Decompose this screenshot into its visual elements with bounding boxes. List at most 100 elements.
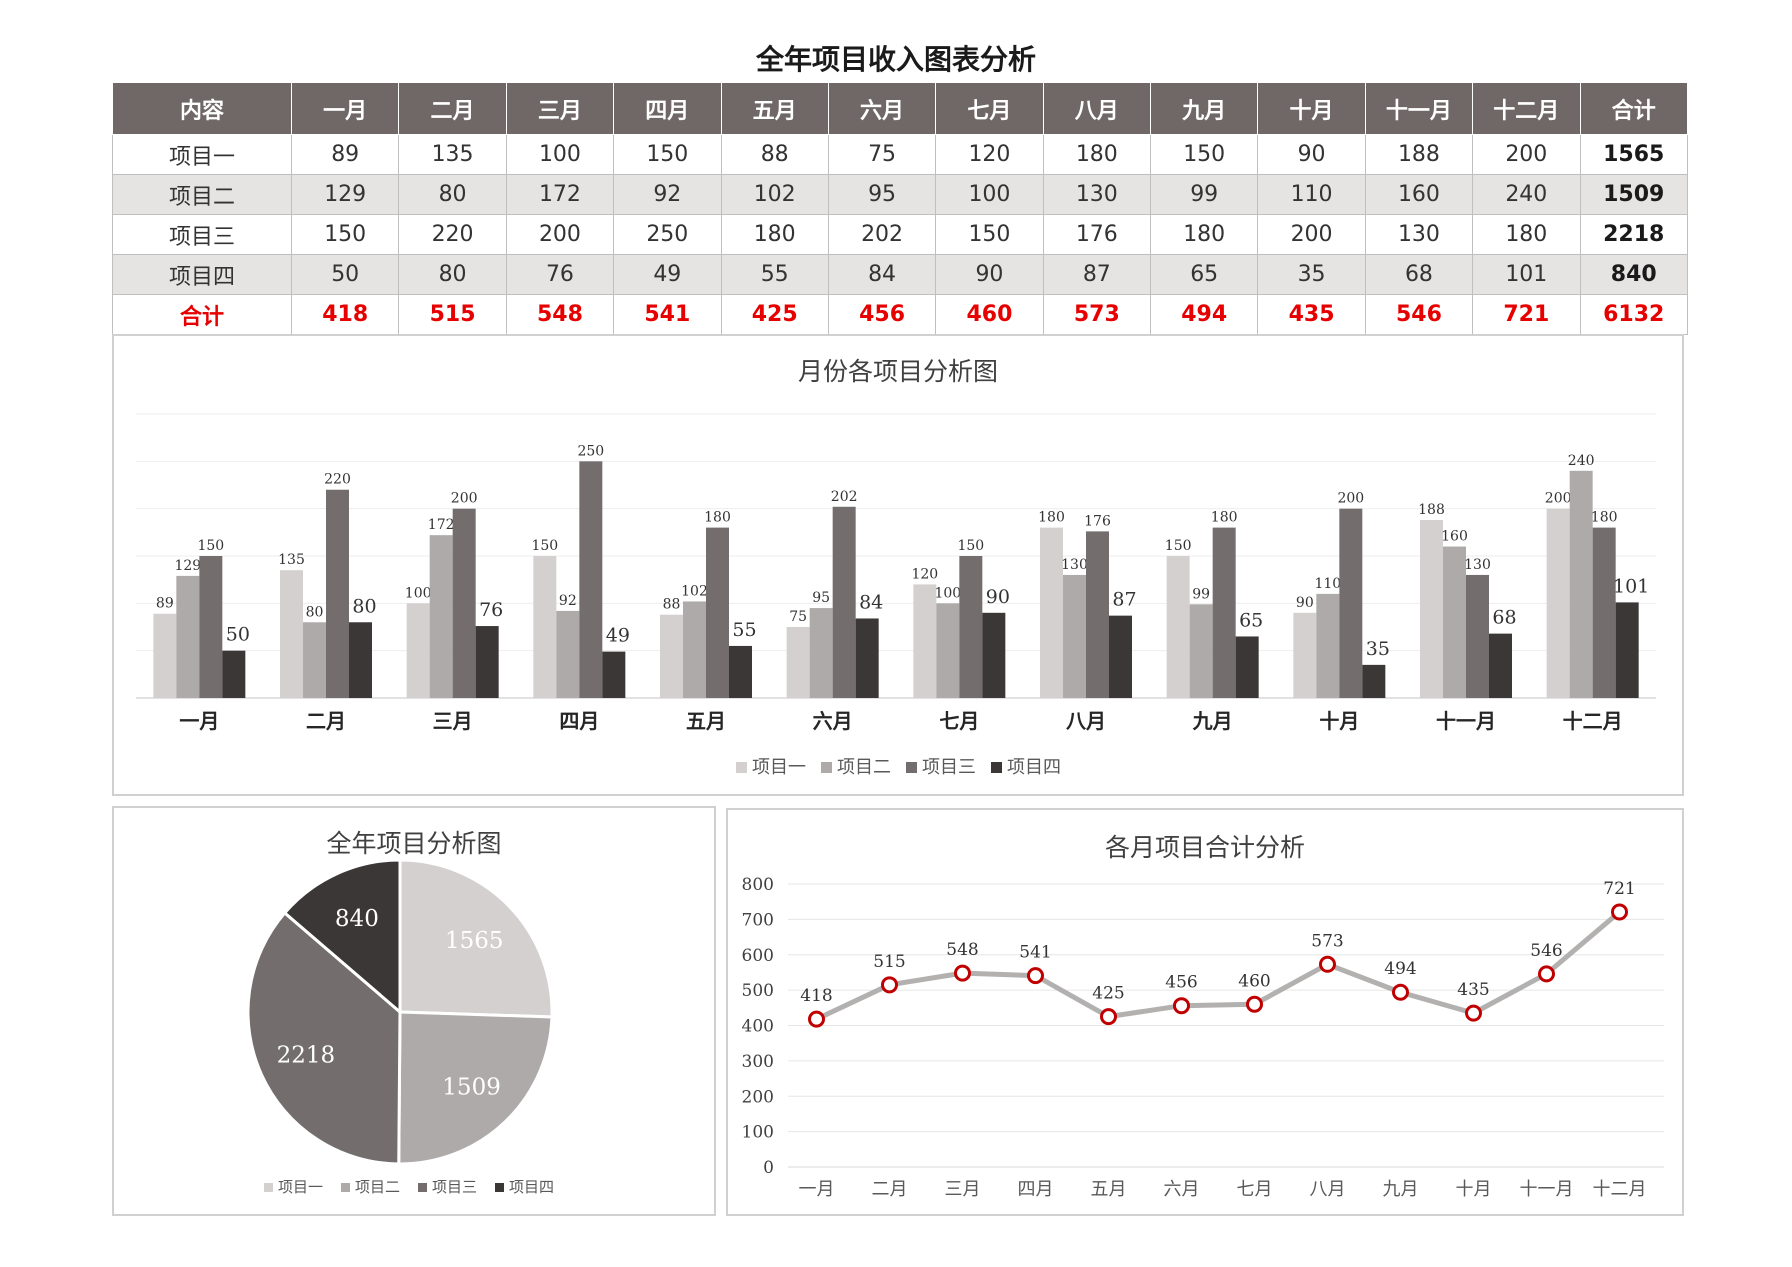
y-tick-label: 800 xyxy=(742,875,774,895)
table-cell: 546 xyxy=(1364,294,1474,335)
bar-data-label: 150 xyxy=(957,538,984,554)
y-tick-label: 0 xyxy=(763,1158,774,1178)
bar-data-label: 240 xyxy=(1568,453,1595,469)
bar xyxy=(1109,615,1132,698)
table-cell: 65 xyxy=(1149,254,1259,295)
x-tick-label: 九月 xyxy=(1192,709,1233,733)
table-cell: 180 xyxy=(1472,214,1581,255)
bar xyxy=(786,627,810,698)
pie-data-label: 840 xyxy=(335,906,379,932)
header-cell: 内容 xyxy=(112,82,292,135)
table-cell: 129 xyxy=(290,174,400,215)
table-cell: 180 xyxy=(1042,134,1152,175)
bar-data-label: 95 xyxy=(812,590,830,606)
x-tick-label: 一月 xyxy=(799,1179,835,1200)
line-data-label: 546 xyxy=(1530,941,1562,961)
table-cell: 6132 xyxy=(1579,294,1688,335)
bar xyxy=(1489,633,1512,698)
x-tick-label: 二月 xyxy=(872,1179,908,1200)
table-cell: 460 xyxy=(935,294,1044,335)
bar-data-label: 220 xyxy=(324,472,351,488)
bar-data-label: 200 xyxy=(451,491,478,507)
x-tick-label: 三月 xyxy=(945,1179,981,1200)
bar xyxy=(579,461,603,698)
bar xyxy=(913,584,937,698)
bar xyxy=(1235,636,1259,698)
bar xyxy=(303,622,326,698)
bar xyxy=(153,613,177,698)
table-cell: 80 xyxy=(398,174,507,215)
pie-chart: 1565 1509 2218 840 项目一 项目二 项目三 项目四 xyxy=(246,858,554,1196)
y-tick-label: 100 xyxy=(742,1123,774,1143)
bar xyxy=(1569,470,1593,698)
x-tick-label: 四月 xyxy=(559,709,599,733)
table-cell: 150 xyxy=(1149,134,1259,175)
bar-chart: 89 129 150 50 一月 135 80 220 80 二月 100 172 200 76 三月 150… xyxy=(136,413,1656,778)
pie-slice xyxy=(246,910,402,1166)
table-cell: 80 xyxy=(398,254,507,295)
line-marker xyxy=(808,1010,825,1028)
table-cell: 541 xyxy=(613,294,722,335)
bar xyxy=(1546,508,1570,698)
line-data-label: 573 xyxy=(1311,931,1343,951)
bar-data-label: 88 xyxy=(663,597,681,613)
bar xyxy=(1166,556,1190,698)
bar xyxy=(1063,574,1086,698)
table-cell: 240 xyxy=(1472,174,1581,215)
bar xyxy=(452,508,476,698)
line-data-label: 425 xyxy=(1092,984,1124,1004)
bar-data-label: 87 xyxy=(1112,589,1136,611)
bar-chart-title: 月份各项目分析图 xyxy=(797,357,998,386)
bar xyxy=(1362,664,1386,698)
table-cell: 87 xyxy=(1042,254,1152,295)
table-cell: 1565 xyxy=(1579,134,1688,175)
table-cell: 200 xyxy=(1257,214,1366,255)
bar-data-label: 200 xyxy=(1545,491,1572,507)
x-tick-label: 四月 xyxy=(1018,1179,1054,1200)
line-marker xyxy=(1392,983,1409,1001)
bar-data-label: 120 xyxy=(911,566,938,582)
bar-data-label: 135 xyxy=(278,552,305,568)
table-cell: 135 xyxy=(398,134,507,175)
x-tick-label: 十二月 xyxy=(1593,1179,1647,1200)
x-tick-label: 二月 xyxy=(306,709,346,733)
bar-chart-panel: 月份各项目分析图 89 129 150 50 一月 135 80 220 80 二月 100 172 2… xyxy=(112,334,1684,796)
table-cell: 76 xyxy=(505,254,615,295)
bar xyxy=(982,612,1006,698)
header-cell: 九月 xyxy=(1149,82,1259,135)
table-cell: 90 xyxy=(1257,134,1366,175)
table-cell: 202 xyxy=(827,214,937,255)
bar xyxy=(936,603,960,698)
bar-data-label: 90 xyxy=(1296,595,1314,611)
bar xyxy=(1293,612,1317,698)
pie-data-label: 1509 xyxy=(442,1075,501,1101)
x-tick-label: 六月 xyxy=(1164,1179,1200,1200)
bar-data-label: 75 xyxy=(789,609,807,625)
y-tick-label: 400 xyxy=(742,1017,774,1037)
y-tick-label: 700 xyxy=(742,910,774,930)
bar-data-label: 102 xyxy=(681,583,708,599)
bar-data-label: 129 xyxy=(174,558,201,574)
table-cell: 840 xyxy=(1579,254,1688,295)
bar-data-label: 180 xyxy=(1211,510,1238,526)
bar-data-label: 130 xyxy=(1464,557,1491,573)
total-row: 合计 418 515 548 541 425 456 460 573 494 435 546 721 61… xyxy=(112,294,1688,335)
bar-data-label: 99 xyxy=(1192,586,1210,602)
bar-data-label: 150 xyxy=(197,538,224,554)
legend-entry: 项目一 xyxy=(752,757,806,778)
line-data-label: 494 xyxy=(1384,959,1416,979)
table-cell: 250 xyxy=(613,214,722,255)
legend-entry: 项目二 xyxy=(837,757,891,778)
table-cell: 721 xyxy=(1472,294,1581,335)
bar xyxy=(855,618,879,698)
legend-entry: 项目三 xyxy=(922,757,976,778)
table-cell: 418 xyxy=(290,294,400,335)
line-data-label: 721 xyxy=(1603,879,1635,899)
table-cell: 88 xyxy=(720,134,829,175)
bar-data-label: 180 xyxy=(1591,510,1618,526)
table-cell: 110 xyxy=(1257,174,1366,215)
bar-data-label: 172 xyxy=(428,517,455,533)
line-chart-panel: 各月项目合计分析 0 100 200 300 400 500 600 700 800 418 515… xyxy=(726,808,1684,1216)
table-cell: 160 xyxy=(1364,174,1474,215)
y-tick-label: 500 xyxy=(742,981,774,1001)
